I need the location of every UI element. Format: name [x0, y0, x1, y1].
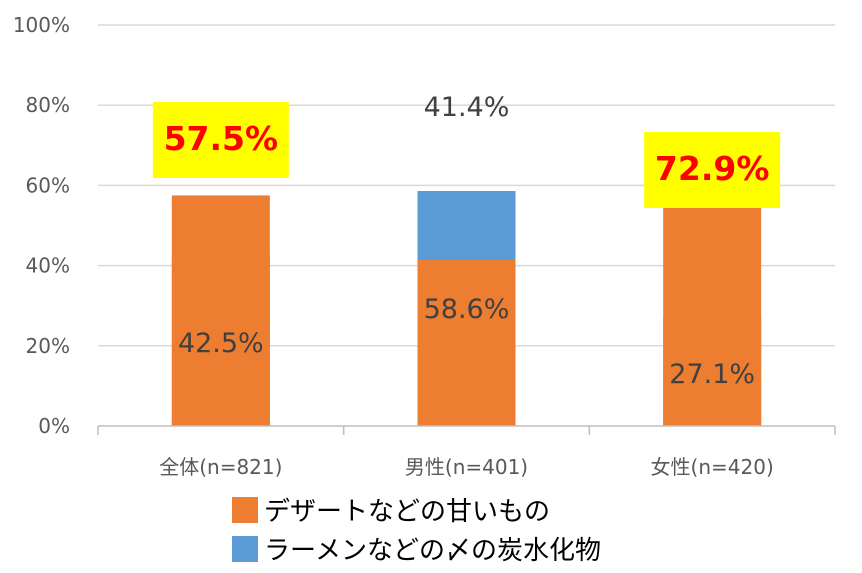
y-tick-label: 40% — [26, 254, 70, 278]
y-tick-label: 80% — [26, 93, 70, 117]
legend-swatch — [232, 536, 258, 562]
bar-segment — [171, 195, 270, 426]
data-label-highlighted: 72.9% — [655, 149, 770, 188]
highlight-box — [152, 102, 289, 178]
y-tick-label: 60% — [26, 173, 70, 197]
axis-layer: 0% 20% 40% 60% 80% 100% 全体(n=821) 男性(n=401) 女性(n… — [13, 13, 836, 479]
legend-label: ラーメンなどの〆の炭水化物 — [264, 536, 601, 566]
legend-label: デザートなどの甘いもの — [264, 497, 550, 527]
data-label: 27.1% — [669, 359, 755, 390]
x-tick-label: 全体(n=821) — [159, 455, 282, 479]
y-tick-label: 100% — [13, 13, 70, 37]
x-tick-label: 女性(n=420) — [651, 455, 774, 479]
bar-layer — [171, 133, 762, 426]
bar-segment — [417, 259, 516, 426]
data-label: 41.4% — [424, 92, 510, 123]
data-label: 58.6% — [424, 294, 510, 325]
data-label: 42.5% — [178, 328, 264, 359]
data-label-highlighted: 57.5% — [164, 119, 279, 158]
legend-swatch — [232, 497, 258, 523]
label-layer: 42.5% 57.5% 58.6% 41.4% 27.1% 72.9% — [152, 92, 781, 390]
y-tick-label: 0% — [38, 414, 70, 438]
x-tick-label: 男性(n=401) — [405, 455, 528, 479]
y-tick-label: 20% — [26, 334, 70, 358]
highlight-box — [644, 132, 781, 208]
